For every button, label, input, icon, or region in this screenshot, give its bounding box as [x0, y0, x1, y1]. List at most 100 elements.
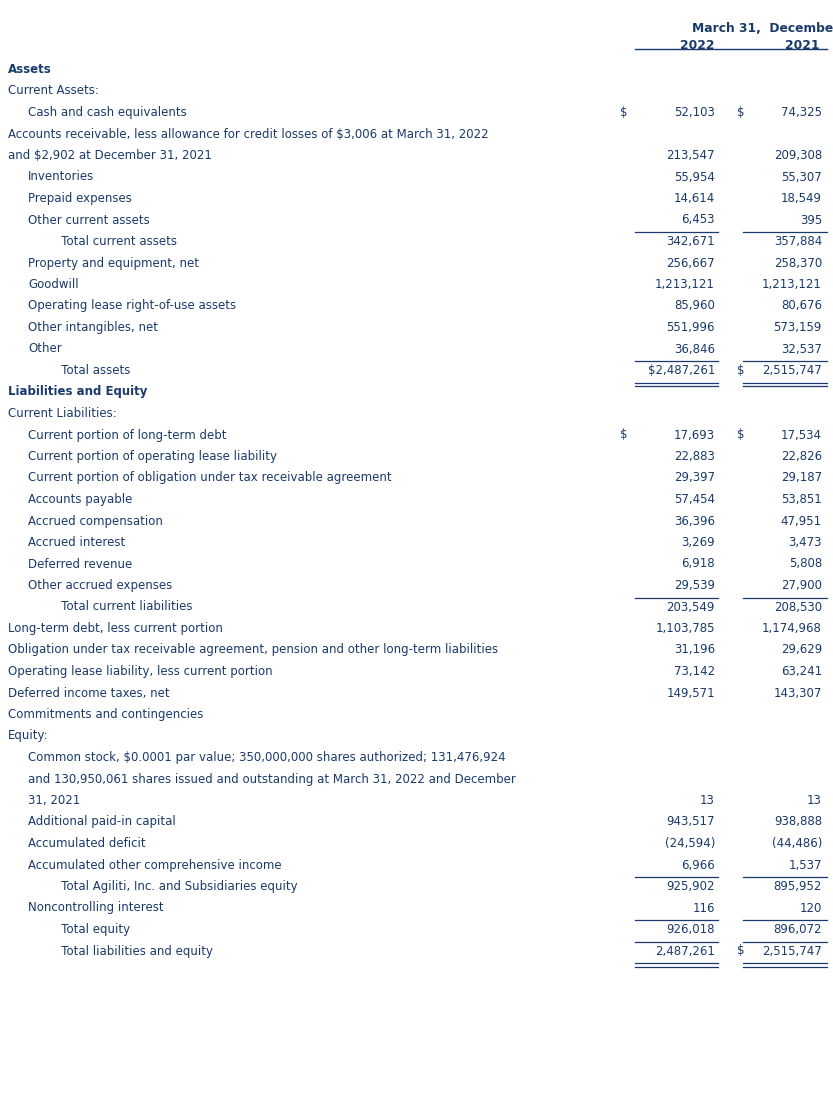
- Text: 31, 2021: 31, 2021: [28, 794, 80, 808]
- Text: 22,826: 22,826: [781, 450, 822, 463]
- Text: Total liabilities and equity: Total liabilities and equity: [50, 944, 213, 958]
- Text: Assets: Assets: [8, 63, 52, 76]
- Text: and 130,950,061 shares issued and outstanding at March 31, 2022 and December: and 130,950,061 shares issued and outsta…: [28, 773, 516, 785]
- Text: Current portion of long-term debt: Current portion of long-term debt: [28, 429, 227, 441]
- Text: 213,547: 213,547: [666, 149, 715, 162]
- Text: 3,269: 3,269: [681, 536, 715, 549]
- Text: 149,571: 149,571: [666, 687, 715, 700]
- Text: 357,884: 357,884: [774, 235, 822, 248]
- Text: 895,952: 895,952: [774, 880, 822, 893]
- Text: Accumulated deficit: Accumulated deficit: [28, 837, 146, 850]
- Text: Common stock, $0.0001 par value; 350,000,000 shares authorized; 131,476,924: Common stock, $0.0001 par value; 350,000…: [28, 752, 506, 764]
- Text: Commitments and contingencies: Commitments and contingencies: [8, 708, 203, 721]
- Text: 55,954: 55,954: [674, 170, 715, 184]
- Text: 1,537: 1,537: [789, 859, 822, 871]
- Text: 32,537: 32,537: [781, 343, 822, 355]
- Text: 1,103,785: 1,103,785: [656, 622, 715, 635]
- Text: $: $: [737, 106, 745, 119]
- Text: 938,888: 938,888: [774, 815, 822, 829]
- Text: Prepaid expenses: Prepaid expenses: [28, 192, 132, 205]
- Text: 29,187: 29,187: [781, 472, 822, 485]
- Text: (24,594): (24,594): [665, 837, 715, 850]
- Text: 27,900: 27,900: [781, 579, 822, 592]
- Text: 6,966: 6,966: [681, 859, 715, 871]
- Text: 1,174,968: 1,174,968: [762, 622, 822, 635]
- Text: 6,918: 6,918: [681, 558, 715, 570]
- Text: 13: 13: [700, 794, 715, 808]
- Text: 22,883: 22,883: [674, 450, 715, 463]
- Text: 29,397: 29,397: [674, 472, 715, 485]
- Text: 2021: 2021: [785, 39, 819, 52]
- Text: Total assets: Total assets: [50, 364, 131, 377]
- Text: 31,196: 31,196: [674, 644, 715, 656]
- Text: $: $: [737, 944, 745, 958]
- Text: March 31,  December 31,: March 31, December 31,: [691, 22, 833, 35]
- Text: Other current assets: Other current assets: [28, 214, 150, 226]
- Text: 5,808: 5,808: [789, 558, 822, 570]
- Text: Noncontrolling interest: Noncontrolling interest: [28, 902, 163, 915]
- Text: Goodwill: Goodwill: [28, 278, 78, 291]
- Text: 57,454: 57,454: [674, 493, 715, 506]
- Text: 80,676: 80,676: [781, 299, 822, 312]
- Text: 896,072: 896,072: [774, 923, 822, 936]
- Text: $: $: [737, 364, 745, 377]
- Text: 208,530: 208,530: [774, 600, 822, 614]
- Text: $: $: [737, 429, 745, 441]
- Text: 2,515,747: 2,515,747: [762, 944, 822, 958]
- Text: Equity:: Equity:: [8, 729, 48, 743]
- Text: Inventories: Inventories: [28, 170, 94, 184]
- Text: Additional paid-in capital: Additional paid-in capital: [28, 815, 176, 829]
- Text: 63,241: 63,241: [781, 665, 822, 678]
- Text: 573,159: 573,159: [774, 321, 822, 334]
- Text: 47,951: 47,951: [781, 514, 822, 528]
- Text: Other accrued expenses: Other accrued expenses: [28, 579, 172, 592]
- Text: 17,534: 17,534: [781, 429, 822, 441]
- Text: 925,902: 925,902: [666, 880, 715, 893]
- Text: 395: 395: [800, 214, 822, 226]
- Text: Total current assets: Total current assets: [50, 235, 177, 248]
- Text: Accumulated other comprehensive income: Accumulated other comprehensive income: [28, 859, 282, 871]
- Text: 1,213,121: 1,213,121: [655, 278, 715, 291]
- Text: Other intangibles, net: Other intangibles, net: [28, 321, 158, 334]
- Text: 85,960: 85,960: [674, 299, 715, 312]
- Text: 342,671: 342,671: [666, 235, 715, 248]
- Text: 74,325: 74,325: [781, 106, 822, 119]
- Text: $: $: [620, 429, 627, 441]
- Text: 209,308: 209,308: [774, 149, 822, 162]
- Text: $: $: [620, 106, 627, 119]
- Text: 2,487,261: 2,487,261: [655, 944, 715, 958]
- Text: 3,473: 3,473: [789, 536, 822, 549]
- Text: $2,487,261: $2,487,261: [647, 364, 715, 377]
- Text: 18,549: 18,549: [781, 192, 822, 205]
- Text: 943,517: 943,517: [666, 815, 715, 829]
- Text: 258,370: 258,370: [774, 256, 822, 270]
- Text: Current Assets:: Current Assets:: [8, 84, 99, 97]
- Text: 203,549: 203,549: [666, 600, 715, 614]
- Text: 116: 116: [692, 902, 715, 915]
- Text: 29,629: 29,629: [781, 644, 822, 656]
- Text: 29,539: 29,539: [674, 579, 715, 592]
- Text: Obligation under tax receivable agreement, pension and other long-term liabiliti: Obligation under tax receivable agreemen…: [8, 644, 498, 656]
- Text: 926,018: 926,018: [666, 923, 715, 936]
- Text: 2,515,747: 2,515,747: [762, 364, 822, 377]
- Text: 14,614: 14,614: [674, 192, 715, 205]
- Text: 6,453: 6,453: [681, 214, 715, 226]
- Text: Long-term debt, less current portion: Long-term debt, less current portion: [8, 622, 223, 635]
- Text: Accrued interest: Accrued interest: [28, 536, 125, 549]
- Text: Accounts payable: Accounts payable: [28, 493, 132, 506]
- Text: 73,142: 73,142: [674, 665, 715, 678]
- Text: 36,846: 36,846: [674, 343, 715, 355]
- Text: Total current liabilities: Total current liabilities: [50, 600, 192, 614]
- Text: Accrued compensation: Accrued compensation: [28, 514, 163, 528]
- Text: 551,996: 551,996: [666, 321, 715, 334]
- Text: Total Agiliti, Inc. and Subsidiaries equity: Total Agiliti, Inc. and Subsidiaries equ…: [50, 880, 297, 893]
- Text: 2022: 2022: [680, 39, 714, 52]
- Text: 55,307: 55,307: [781, 170, 822, 184]
- Text: 143,307: 143,307: [774, 687, 822, 700]
- Text: Current Liabilities:: Current Liabilities:: [8, 407, 117, 420]
- Text: Other: Other: [28, 343, 62, 355]
- Text: Liabilities and Equity: Liabilities and Equity: [8, 385, 147, 399]
- Text: 36,396: 36,396: [674, 514, 715, 528]
- Text: Operating lease liability, less current portion: Operating lease liability, less current …: [8, 665, 272, 678]
- Text: Property and equipment, net: Property and equipment, net: [28, 256, 199, 270]
